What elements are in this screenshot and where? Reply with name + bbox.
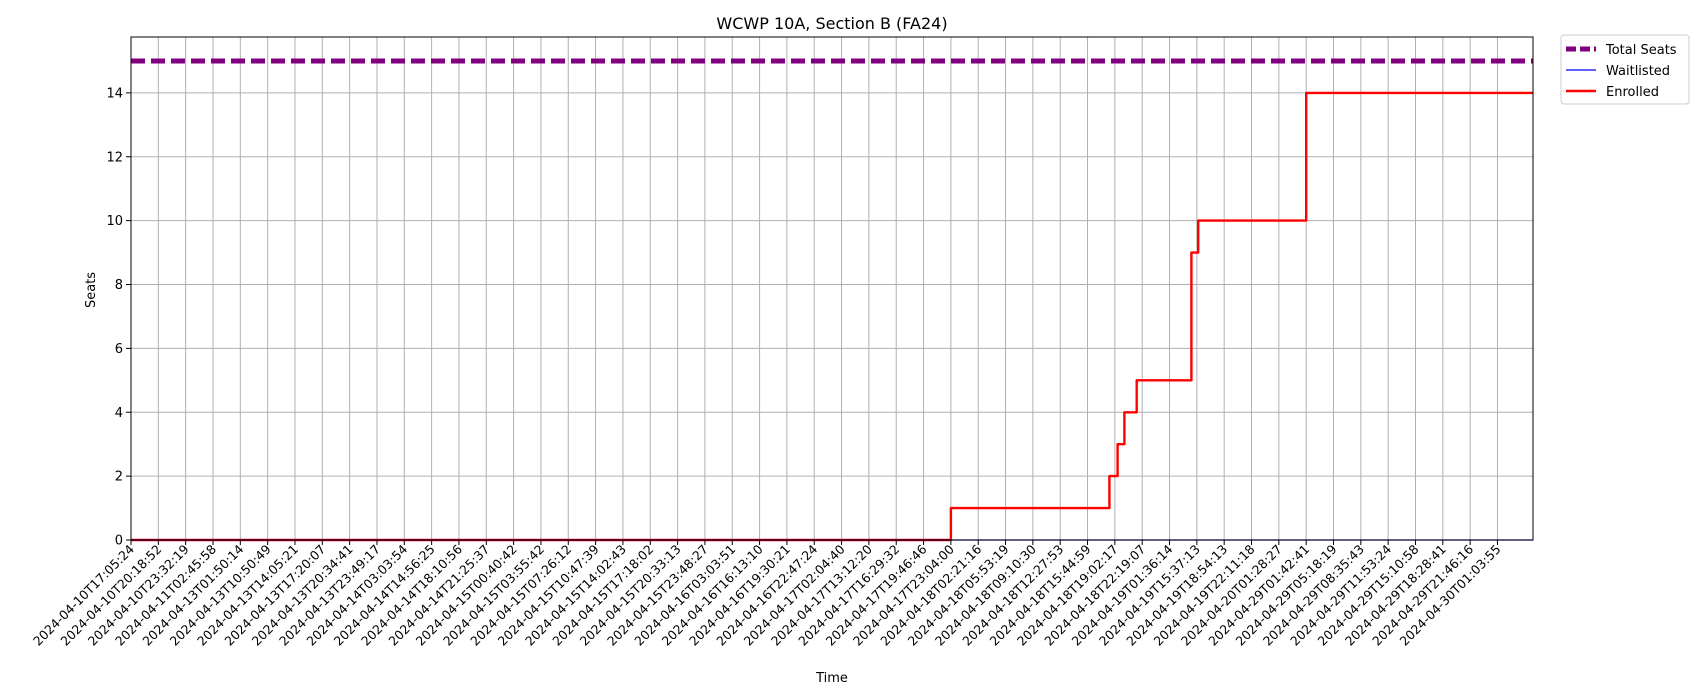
legend-label-total-seats: Total Seats <box>1605 43 1677 58</box>
y-axis-ticks: 0 2 4 6 8 10 12 14 <box>106 86 131 549</box>
legend-label-waitlisted: Waitlisted <box>1606 64 1670 79</box>
chart-legend: Total Seats Waitlisted Enrolled <box>1560 34 1690 105</box>
y-tick-label: 10 <box>106 214 123 229</box>
series-line-enrolled <box>131 91 1533 542</box>
y-tick-label: 2 <box>115 470 123 485</box>
y-tick-label: 6 <box>115 342 123 357</box>
x-axis-label: Time <box>815 671 848 686</box>
y-tick-label: 8 <box>115 278 123 293</box>
chart-title: WCWP 10A, Section B (FA24) <box>716 14 947 33</box>
y-axis-label: Seats <box>84 272 99 308</box>
x-axis-ticks: 2024-04-10T17:05:242024-04-10T20:18:5220… <box>30 540 1504 649</box>
legend-label-enrolled: Enrolled <box>1606 85 1659 100</box>
y-tick-label: 14 <box>106 86 123 101</box>
y-tick-label: 4 <box>115 406 123 421</box>
y-tick-label: 12 <box>106 150 123 165</box>
legend-box <box>1560 34 1690 105</box>
plot-frame <box>130 36 1534 541</box>
y-tick-label: 0 <box>115 534 123 549</box>
